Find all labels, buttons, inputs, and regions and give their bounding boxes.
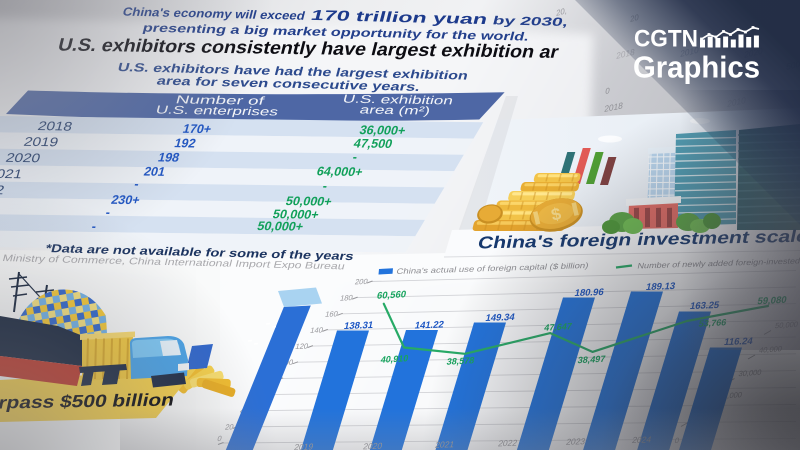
svg-text:CGTN: CGTN bbox=[634, 26, 698, 53]
svg-text:Graphics: Graphics bbox=[633, 50, 760, 85]
